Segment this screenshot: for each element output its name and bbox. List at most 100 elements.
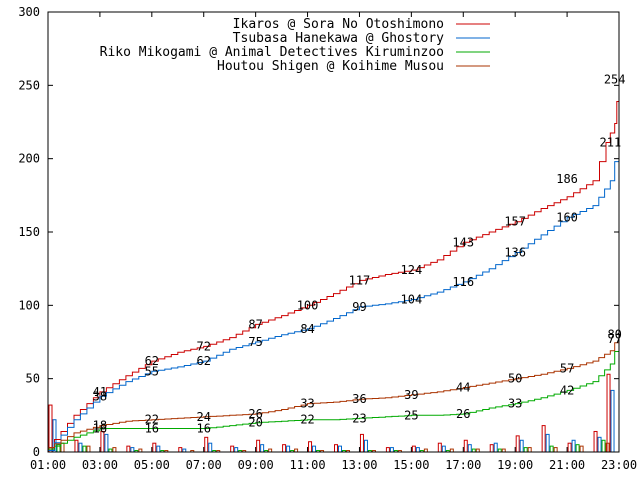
x-tick-label: 11:00 xyxy=(289,458,325,472)
hourly-bar xyxy=(112,447,117,453)
hourly-bar xyxy=(463,439,468,453)
data-label: 41 xyxy=(93,385,107,399)
data-label: 22 xyxy=(300,413,314,427)
hourly-bar xyxy=(411,445,416,453)
data-label: 25 xyxy=(404,408,418,422)
hourly-bar xyxy=(286,445,291,453)
data-label: 24 xyxy=(197,410,211,424)
hourly-bar xyxy=(519,439,524,453)
hourly-bar xyxy=(130,447,135,453)
y-tick-label: 300 xyxy=(18,5,40,19)
hourly-bar xyxy=(359,433,364,453)
hourly-bar xyxy=(260,444,265,453)
hourly-bar xyxy=(545,433,550,453)
data-label: 20 xyxy=(248,416,262,430)
hourly-bar xyxy=(156,445,161,453)
data-label: 117 xyxy=(349,273,371,287)
hourly-bar xyxy=(82,445,87,453)
hourly-bar xyxy=(78,442,83,453)
data-label: 16 xyxy=(145,422,159,436)
hourly-bar xyxy=(437,442,442,453)
hourly-bar xyxy=(567,442,572,453)
hourly-bar xyxy=(48,404,53,453)
data-label: 50 xyxy=(508,372,522,386)
hourly-bar xyxy=(523,447,528,453)
data-label: 100 xyxy=(297,298,319,312)
hourly-bar xyxy=(178,447,183,453)
hourly-bar xyxy=(553,447,558,453)
hourly-bar xyxy=(385,447,390,453)
x-tick-label: 01:00 xyxy=(30,458,66,472)
hourly-bar xyxy=(489,444,494,453)
data-label: 33 xyxy=(508,397,522,411)
legend-label: Ikaros @ Sora No Otoshimono xyxy=(233,17,444,32)
data-label: 57 xyxy=(560,361,574,375)
data-label: 62 xyxy=(145,354,159,368)
hourly-bar xyxy=(575,444,580,453)
data-label: 124 xyxy=(401,263,423,277)
hourly-bar xyxy=(74,439,79,453)
series-line xyxy=(48,142,620,452)
hourly-bar xyxy=(441,445,446,453)
x-tick-label: 07:00 xyxy=(186,458,222,472)
data-label: 87 xyxy=(248,317,262,331)
hourly-bar xyxy=(601,439,606,453)
hourly-bar xyxy=(282,444,287,453)
hourly-bar xyxy=(308,441,313,453)
hourly-bar xyxy=(312,445,317,453)
hourly-bar xyxy=(152,442,157,453)
x-tick-label: 23:00 xyxy=(601,458,637,472)
hourly-bar xyxy=(571,439,576,453)
hourly-bar xyxy=(208,442,213,453)
data-label: 23 xyxy=(352,411,366,425)
y-tick-label: 100 xyxy=(18,298,40,312)
x-tick-label: 21:00 xyxy=(549,458,585,472)
data-label: 75 xyxy=(248,335,262,349)
data-label: 72 xyxy=(197,339,211,353)
hourly-bar xyxy=(334,444,338,453)
hourly-bar xyxy=(126,445,131,453)
x-tick-label: 05:00 xyxy=(134,458,170,472)
data-label: 84 xyxy=(300,322,314,336)
hourly-bar xyxy=(204,436,209,453)
data-label: 42 xyxy=(560,383,574,397)
data-label: 77 xyxy=(607,332,621,346)
data-label: 143 xyxy=(452,235,474,249)
data-label: 157 xyxy=(504,215,526,229)
hourly-bar xyxy=(606,373,611,453)
data-label: 36 xyxy=(352,392,366,406)
data-label: 26 xyxy=(456,407,470,421)
data-label: 26 xyxy=(248,407,262,421)
data-label: 16 xyxy=(197,422,211,436)
hourly-bar xyxy=(467,444,472,453)
data-label: 18 xyxy=(93,419,107,433)
y-tick-label: 200 xyxy=(18,152,40,166)
x-tick-label: 03:00 xyxy=(82,458,118,472)
data-label: 116 xyxy=(452,275,474,289)
hourly-bar xyxy=(86,445,91,453)
data-label: 99 xyxy=(352,300,366,314)
data-label: 55 xyxy=(145,364,159,378)
data-label: 254 xyxy=(604,72,626,86)
y-tick-label: 50 xyxy=(26,372,40,386)
legend-label: Houtou Shigen @ Koihime Musou xyxy=(217,59,444,74)
hourly-bar xyxy=(597,436,602,453)
data-label: 44 xyxy=(456,380,470,394)
series-line xyxy=(48,79,620,449)
series-line xyxy=(48,334,620,449)
hourly-bar xyxy=(415,447,420,453)
hourly-bar xyxy=(363,439,368,453)
hourly-bar xyxy=(549,445,554,453)
x-tick-label: 09:00 xyxy=(238,458,274,472)
hourly-bar xyxy=(104,433,109,453)
hourly-bar xyxy=(579,445,584,453)
x-tick-label: 19:00 xyxy=(497,458,533,472)
data-label: 33 xyxy=(300,397,314,411)
x-tick-label: 17:00 xyxy=(445,458,481,472)
y-tick-label: 0 xyxy=(33,445,40,459)
data-label: 16 xyxy=(93,422,107,436)
data-label: 160 xyxy=(556,210,578,224)
x-tick-label: 15:00 xyxy=(393,458,429,472)
hourly-bar xyxy=(515,435,520,453)
